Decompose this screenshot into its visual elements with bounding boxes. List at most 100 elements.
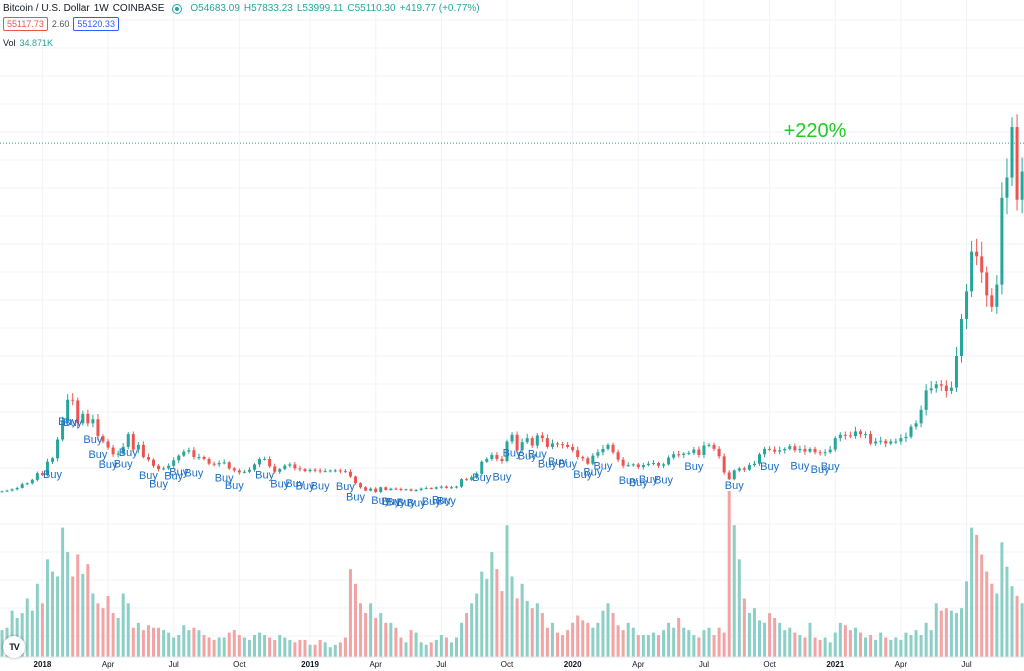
candle-body — [692, 449, 696, 453]
volume-bar — [515, 598, 519, 657]
volume-bar — [192, 627, 196, 657]
volume-bar — [672, 627, 676, 657]
buy-label: Buy — [472, 472, 491, 484]
candle-body — [545, 438, 549, 447]
volume-bar — [348, 569, 352, 657]
volume-bar — [157, 627, 161, 657]
candle-body — [1020, 171, 1024, 200]
volume-bar — [273, 639, 277, 657]
candle-body — [96, 419, 100, 437]
volume-bar — [384, 622, 388, 657]
candle-body — [813, 448, 817, 453]
volume-bar — [333, 644, 337, 657]
candle-body — [586, 458, 590, 464]
buy-label: Buy — [336, 481, 355, 493]
candle-body — [10, 489, 14, 491]
candle-body — [550, 443, 554, 447]
candle-body — [364, 487, 368, 491]
candle-body — [793, 446, 797, 451]
volume-bar — [0, 630, 4, 657]
candle-body — [283, 465, 287, 470]
symbol-name[interactable]: Bitcoin / U.S. Dollar — [3, 3, 90, 14]
candle-body — [121, 446, 125, 454]
buy-label: Buy — [397, 497, 416, 509]
volume-bar — [778, 622, 782, 657]
volume-bar — [636, 635, 640, 657]
volume-bar — [343, 637, 347, 657]
candle-body — [136, 444, 140, 450]
volume-bar — [177, 635, 181, 657]
buy-label: Buy — [99, 459, 118, 471]
volume-bar — [874, 639, 878, 657]
volume-bar — [116, 617, 120, 657]
change-value: +419.77 (+0.77%) — [399, 3, 480, 14]
candle-body — [853, 431, 857, 437]
volume-bar — [399, 637, 403, 657]
candle-body — [838, 434, 842, 439]
volume-bar — [924, 622, 928, 657]
candle-body — [808, 448, 812, 452]
volume-bar — [889, 639, 893, 657]
candle-body — [399, 488, 403, 490]
candle-body — [66, 399, 70, 421]
buy-price-button[interactable]: 55120.33 — [73, 17, 119, 31]
x-tick-label: Jul — [436, 660, 446, 669]
volume-bar — [586, 622, 590, 657]
volume-bar — [985, 571, 989, 657]
buy-label: Buy — [725, 480, 744, 492]
volume-bar — [919, 635, 923, 657]
buy-label: Buy — [215, 473, 234, 485]
x-tick-label: 2018 — [34, 660, 52, 669]
volume-bar — [389, 622, 393, 657]
volume-bar — [35, 583, 39, 657]
candle-body — [359, 483, 363, 488]
volume-bar — [1010, 586, 1014, 657]
candle-body — [460, 479, 464, 487]
volume-label: Vol — [3, 38, 16, 48]
volume-bar — [45, 559, 49, 657]
candle-body — [323, 471, 327, 473]
candle-body — [823, 452, 827, 454]
buy-label: Buy — [225, 480, 244, 492]
volume-bar — [480, 571, 484, 657]
candle-body — [949, 387, 953, 391]
volume-bar — [520, 583, 524, 657]
candle-body — [465, 479, 469, 481]
candle-body — [111, 447, 115, 455]
volume-bar — [328, 647, 332, 657]
volume-bar — [485, 578, 489, 657]
spread-value: 2.60 — [51, 19, 70, 29]
buy-label: Buy — [255, 470, 274, 482]
volume-bar — [899, 639, 903, 657]
buy-label: Buy — [119, 447, 138, 459]
candle-body — [621, 459, 625, 466]
volume-bar — [788, 627, 792, 657]
candle-body — [444, 486, 448, 488]
volume-bar — [717, 627, 721, 657]
candle-body — [369, 488, 373, 491]
candle-body — [475, 473, 479, 478]
candle-body — [530, 438, 534, 446]
chart-grid — [0, 0, 1024, 657]
candle-body — [313, 469, 317, 471]
volume-bar — [677, 617, 681, 657]
volume-bar — [596, 622, 600, 657]
tradingview-logo[interactable]: TV — [3, 636, 25, 658]
buy-label: Buy — [114, 459, 133, 471]
candle-body — [798, 448, 802, 451]
buy-label: Buy — [629, 477, 648, 489]
sell-price-button[interactable]: 55117.73 — [3, 17, 48, 31]
candle-body — [848, 435, 852, 437]
volume-bar — [298, 639, 302, 657]
interval-label[interactable]: 1W — [93, 3, 109, 14]
x-tick-label: 2019 — [301, 660, 319, 669]
buy-label: Buy — [432, 494, 451, 506]
volume-bar — [914, 630, 918, 657]
candle-body — [747, 465, 751, 470]
candle-body — [232, 468, 236, 471]
candle-body — [157, 465, 161, 470]
volume-bar — [934, 603, 938, 657]
candle-body — [490, 454, 494, 460]
volume-bar — [152, 627, 155, 657]
